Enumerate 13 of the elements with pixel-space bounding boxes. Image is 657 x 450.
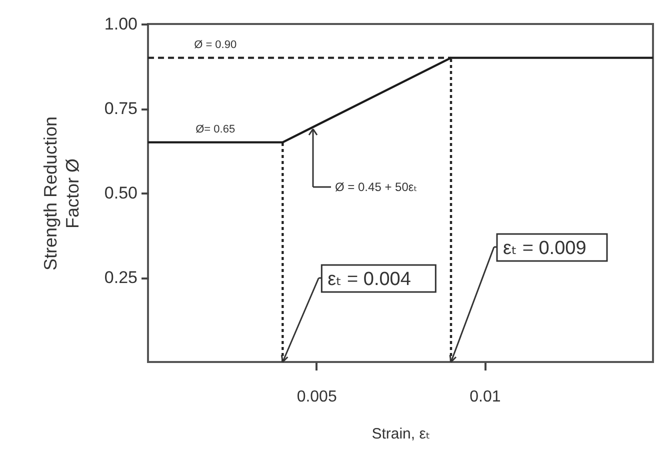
y-tick-label: 0.50 <box>104 184 138 202</box>
y-tick-label: 0.75 <box>104 99 138 118</box>
x-tick-label: 0.01 <box>470 388 501 406</box>
annotation: εₜ = 0.004 <box>328 269 412 290</box>
y-axis-title: Strength Reduction Factor Ø <box>40 116 82 271</box>
y-tick-label: 1.00 <box>104 14 138 34</box>
y-tick-label: 0.25 <box>104 268 138 287</box>
x-tick-label: 0.005 <box>296 388 337 406</box>
annotation: εₜ = 0.009 <box>503 238 586 259</box>
x-axis-title: Strain, εₜ <box>372 426 430 442</box>
annotation: Ø = 0.90 <box>194 38 237 51</box>
annotation: Ø = 0.45 + 50εₜ <box>335 180 418 194</box>
annotation: Ø= 0.65 <box>196 123 236 136</box>
